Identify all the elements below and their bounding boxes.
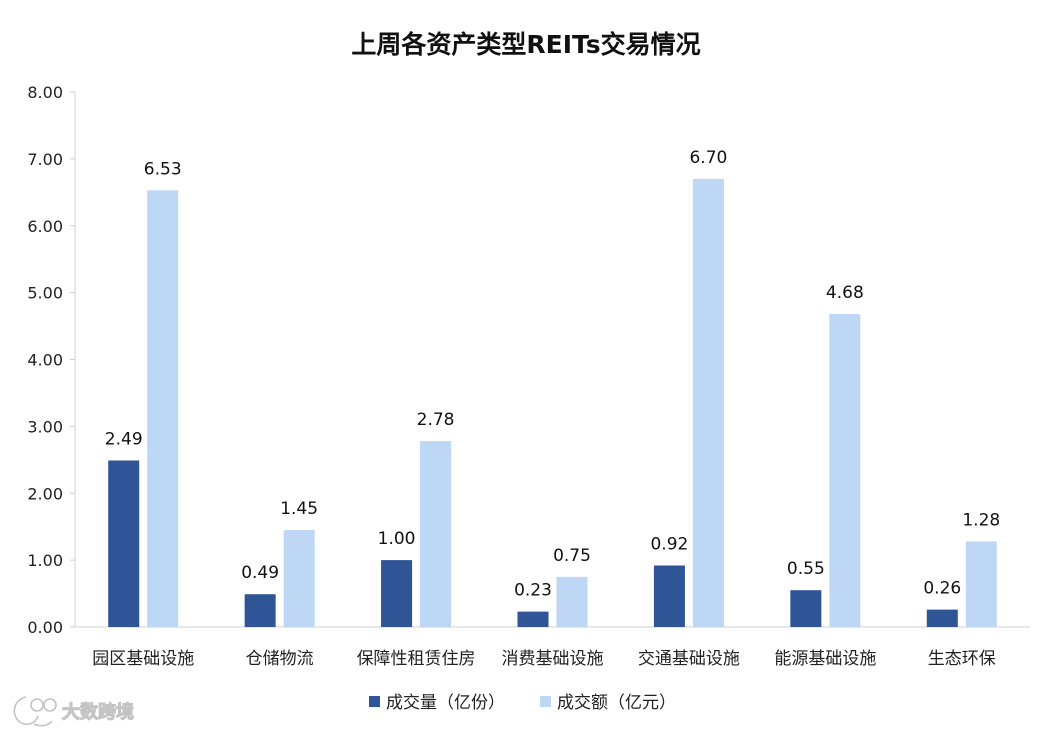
turnover-bar — [556, 576, 588, 627]
watermark-text: 大数跨境 — [62, 701, 134, 723]
category-label: 交通基础设施 — [638, 649, 740, 669]
volume-data-label: 1.00 — [378, 529, 416, 549]
watermark-logo-icon — [13, 696, 57, 727]
turnover-data-label: 6.53 — [144, 159, 182, 179]
turnover-data-label: 1.45 — [280, 499, 318, 519]
volume-data-label: 0.55 — [787, 559, 825, 579]
turnover-data-label: 1.28 — [962, 510, 1000, 530]
volume-bar — [108, 460, 140, 627]
watermark: 大数跨境 — [13, 696, 135, 727]
y-tick-label: 5.00 — [27, 284, 63, 303]
volume-data-label: 0.49 — [241, 563, 279, 583]
turnover-bar — [147, 190, 179, 627]
volume-data-label: 0.23 — [514, 581, 552, 601]
category-label: 园区基础设施 — [92, 649, 194, 669]
y-tick-label: 2.00 — [27, 484, 63, 503]
turnover-data-label: 4.68 — [826, 283, 864, 303]
legend-label: 成交额（亿元） — [557, 693, 676, 713]
turnover-bar — [692, 178, 724, 627]
y-tick-label: 3.00 — [27, 417, 63, 436]
y-tick-label: 0.00 — [27, 618, 63, 637]
category-labels-group: 园区基础设施 仓储物流 保障性租赁住房 消费基础设施 交通基础设施 能源基础设施 生态环保 — [92, 649, 996, 669]
turnover-bar — [965, 541, 997, 627]
bars-group — [108, 178, 997, 627]
legend-label: 成交量（亿份） — [386, 693, 505, 713]
y-tick-label: 4.00 — [27, 351, 63, 370]
data-labels-group: 2.49 6.53 0.49 1.45 1.00 2.78 0.230.75 0.92 6.70… — [105, 148, 1000, 601]
volume-data-label: 0.92 — [650, 534, 688, 554]
legend: 成交量（亿份） 成交额（亿元） — [369, 693, 676, 713]
volume-data-label: 2.49 — [105, 429, 143, 449]
category-label: 消费基础设施 — [502, 649, 604, 669]
y-tick-label: 1.00 — [27, 551, 63, 570]
category-label: 保障性租赁住房 — [357, 649, 476, 669]
category-label: 仓储物流 — [246, 649, 314, 669]
y-tick-label: 7.00 — [27, 150, 63, 169]
turnover-bar — [829, 314, 861, 627]
category-label: 能源基础设施 — [774, 649, 876, 669]
legend-swatch — [540, 696, 551, 707]
y-tick-label: 6.00 — [27, 217, 63, 236]
volume-bar — [244, 594, 276, 627]
volume-bar — [381, 560, 413, 627]
turnover-bar — [420, 441, 452, 627]
legend-swatch — [369, 696, 380, 707]
turnover-data-label: 0.75 — [553, 546, 591, 566]
volume-data-label: 0.26 — [923, 579, 961, 599]
volume-bar — [653, 565, 685, 627]
volume-bar — [926, 609, 958, 627]
turnover-data-label: 6.70 — [689, 148, 727, 168]
category-label: 生态环保 — [928, 649, 996, 669]
turnover-bar — [283, 530, 315, 627]
y-axis: 0.00 1.00 2.00 3.00 4.00 5.00 6.00 7.00 8.00 — [27, 83, 76, 637]
chart-title: 上周各资产类型REITs交易情况 — [351, 30, 700, 59]
volume-bar — [517, 611, 549, 627]
volume-bar — [790, 590, 822, 627]
y-tick-label: 8.00 — [27, 83, 63, 102]
turnover-data-label: 2.78 — [417, 410, 455, 430]
